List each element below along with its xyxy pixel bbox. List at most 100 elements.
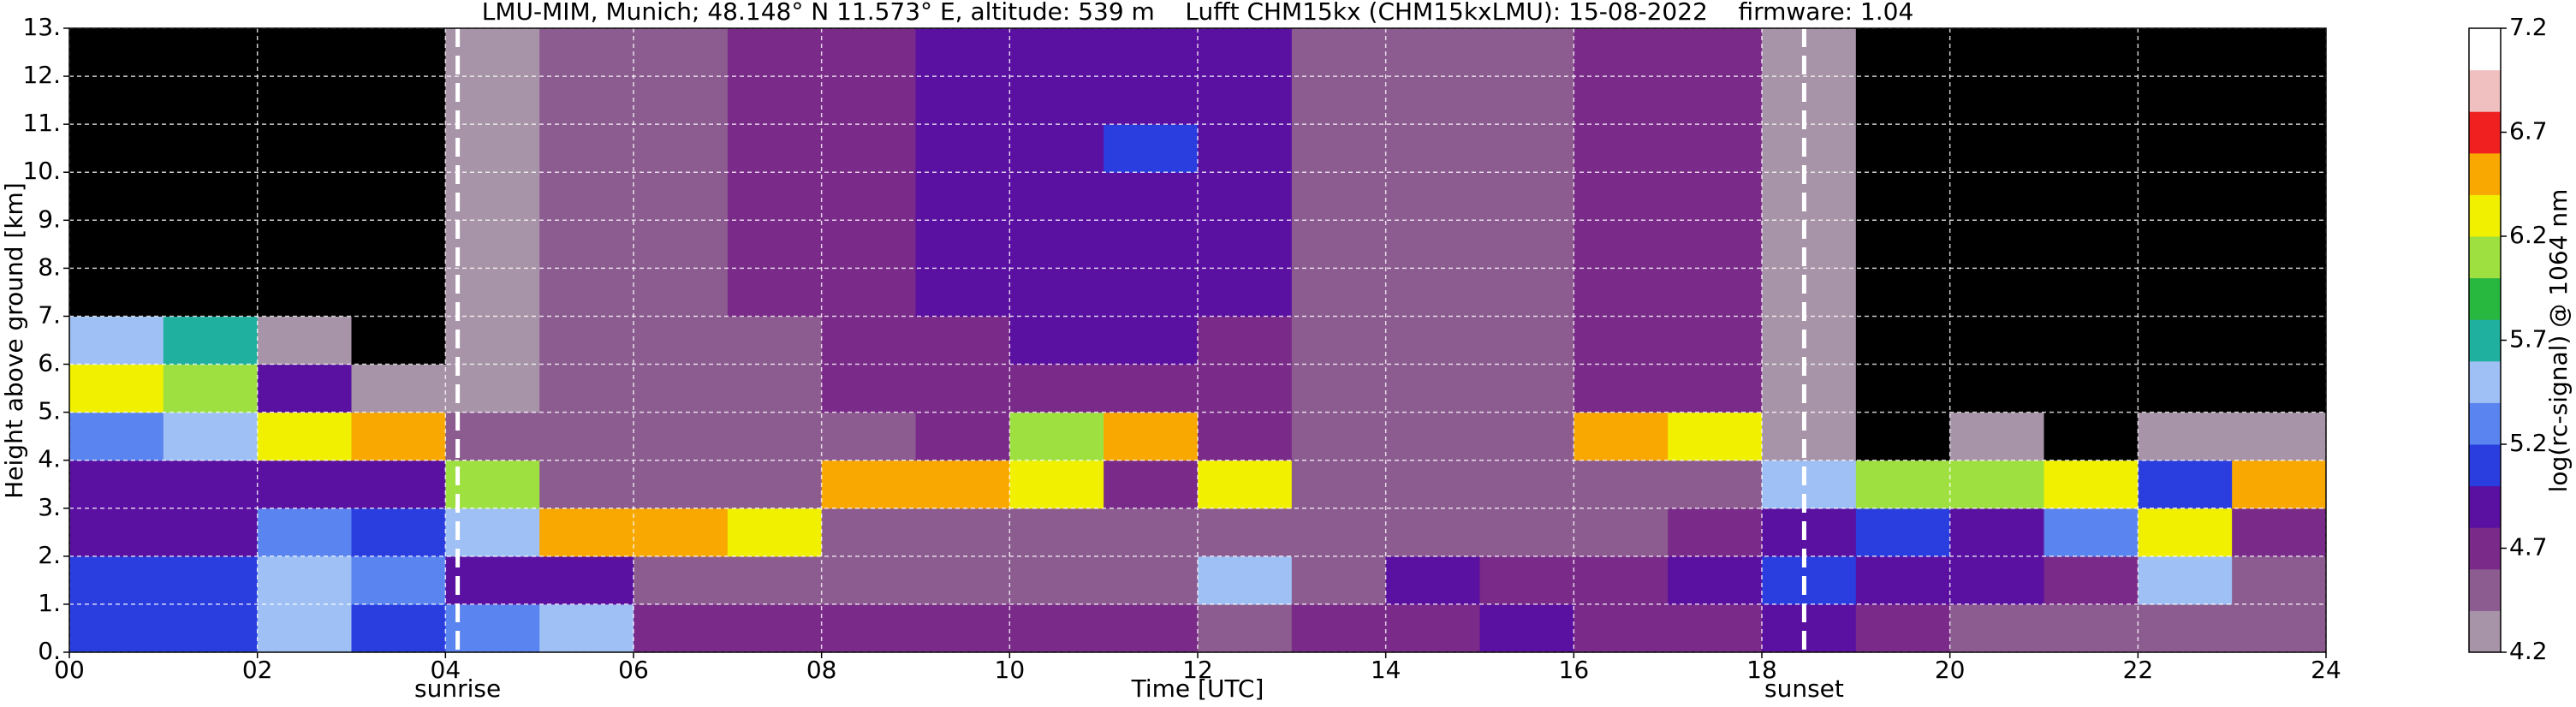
heatmap-cell [351,268,446,317]
heatmap-cell [1949,508,2044,557]
y-tick-label: 3. [38,493,61,521]
heatmap-cell [1668,556,1763,605]
heatmap-cell [2232,220,2327,269]
heatmap-cell [634,603,729,653]
heatmap-cell [915,316,1010,365]
heatmap-cell [257,508,352,557]
heatmap-cell [1198,316,1293,365]
colorbar-band [2469,527,2501,570]
heatmap-cell [1949,172,2044,221]
heatmap-cell [821,364,916,413]
heatmap-cell [915,460,1010,509]
heatmap-cell [1855,603,1951,653]
heatmap-cell [727,76,823,125]
heatmap-cell [69,76,164,125]
heatmap-cell [915,172,1010,221]
colorbar-band [2469,610,2501,653]
colorbar-band [2469,402,2501,445]
heatmap-cell [351,76,446,125]
heatmap-cell [634,28,729,77]
heatmap-cell [2138,268,2233,317]
heatmap-cell [1949,76,2044,125]
heatmap-cell [1104,508,1199,557]
heatmap-cell [915,124,1010,173]
heatmap-cell [1009,172,1104,221]
heatmap-cell [1949,220,2044,269]
heatmap-cell [1291,412,1387,461]
heatmap-cell [1479,508,1574,557]
heatmap-cell [539,124,634,173]
heatmap-cell [1104,172,1199,221]
heatmap-cell [1198,220,1293,269]
heatmap-cell [2232,316,2327,365]
heatmap-cell [163,316,259,365]
heatmap-cell [2044,460,2139,509]
colorbar-band [2469,28,2501,71]
heatmap-cell [445,28,540,77]
colorbar-band [2469,360,2501,403]
heatmap-cell [1009,508,1104,557]
heatmap-cell [727,556,823,605]
heatmap-cell [445,460,540,509]
heatmap-cell [539,508,634,557]
heatmap-cell [1668,76,1763,125]
heatmap-cell [1762,460,1857,509]
heatmap-cell [2138,76,2233,125]
heatmap-cell [1009,28,1104,77]
heatmap-cell [257,603,352,653]
heatmap-cell [1198,556,1293,605]
heatmap-cell [1762,76,1857,125]
heatmap-cell [539,76,634,125]
colorbar-tick-label: 4.7 [2509,533,2548,561]
colorbar-tick-label: 4.2 [2509,637,2548,665]
heatmap-cell [1385,172,1480,221]
heatmap-cell [1855,412,1951,461]
y-tick-label: 6. [38,349,61,377]
heatmap-cell [1198,508,1293,557]
heatmap-cell [163,508,259,557]
heatmap-cell [1762,28,1857,77]
heatmap-cell [1762,603,1857,653]
heatmap-cell [351,316,446,365]
x-tick-label: 20 [1935,656,1966,684]
heatmap-cell [1574,603,1669,653]
heatmap-cell [1198,172,1293,221]
heatmap-cell [1385,28,1480,77]
heatmap-cell [1479,268,1574,317]
heatmap-cell [1291,172,1387,221]
heatmap-cell [1479,76,1574,125]
x-tick-label: 04 [431,656,461,684]
colorbar-tick-label: 6.2 [2509,221,2548,249]
heatmap-cell [1009,556,1104,605]
heatmap-cell [1385,556,1480,605]
heatmap-cell [2232,76,2327,125]
heatmap-cell [445,220,540,269]
heatmap-cell [1949,460,2044,509]
heatmap-cell [1198,364,1293,413]
annotation-label: sunset [1764,674,1844,703]
y-tick-label: 9. [38,205,61,233]
heatmap-cell [1668,316,1763,365]
heatmap-cell [821,460,916,509]
heatmap-cell [821,268,916,317]
heatmap-cell [1291,124,1387,173]
x-tick-label: 02 [242,656,273,684]
heatmap-cell [1574,460,1669,509]
heatmap-cell [1385,76,1480,125]
heatmap-cell [1385,460,1480,509]
heatmap-cell [539,220,634,269]
heatmap-cell [915,28,1010,77]
heatmap-cell [1479,556,1574,605]
heatmap-cell [1574,172,1669,221]
x-tick-label: 14 [1371,656,1401,684]
heatmap-cell [539,603,634,653]
heatmap-cell [163,172,259,221]
heatmap-cell [1291,603,1387,653]
heatmap-cell [915,556,1010,605]
heatmap-cell [1104,268,1199,317]
heatmap-cell [1574,124,1669,173]
heatmap-cell [1009,412,1104,461]
heatmap-cell [445,316,540,365]
heatmap-cell [1574,508,1669,557]
heatmap-cell [915,508,1010,557]
